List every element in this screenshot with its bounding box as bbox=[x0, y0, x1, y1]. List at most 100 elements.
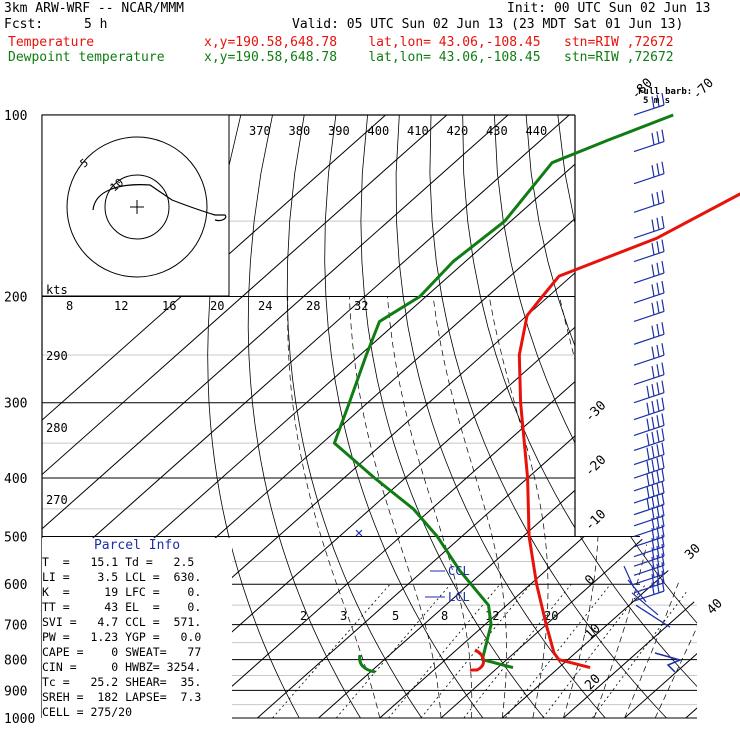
temperature-tick-label: 40 bbox=[704, 596, 726, 618]
location-temperature: x,y=190.58,648.78 lat,lon= 43.06,-108.45… bbox=[204, 35, 674, 50]
wind-barb-flag bbox=[656, 382, 660, 395]
theta-tick-label: 400 bbox=[368, 124, 390, 138]
wind-barb-flag bbox=[651, 284, 655, 297]
pressure-tick-label: 1000 bbox=[4, 712, 35, 727]
wind-barb-flag bbox=[651, 431, 655, 444]
wind-barb-flag bbox=[661, 570, 665, 583]
dewpoint-trace bbox=[332, 113, 674, 670]
barb-legend-unit: 5 m s bbox=[643, 96, 670, 106]
wind-barb-flag bbox=[651, 445, 655, 459]
dry-adiabat-line bbox=[494, 115, 697, 718]
wind-barb-flag bbox=[651, 495, 655, 509]
moist-adiabat-line bbox=[387, 296, 473, 718]
hodograph-ring-inner bbox=[104, 174, 170, 240]
parcel-info-row: TT = 43 EL = 0. bbox=[42, 600, 202, 614]
temperature-tick-label: -20 bbox=[582, 453, 609, 480]
isotherm-line bbox=[257, 115, 697, 718]
hodograph-trace bbox=[92, 184, 227, 222]
wind-barb bbox=[627, 579, 647, 603]
wind-barb-flag bbox=[661, 553, 665, 566]
wind-barb-flag bbox=[661, 129, 665, 142]
isotherm-line bbox=[42, 115, 570, 718]
wind-barb-flag bbox=[656, 444, 660, 457]
lcl-label: LCL bbox=[448, 590, 470, 604]
dry-adiabat-line bbox=[525, 115, 697, 718]
mixing-ratio-line bbox=[591, 583, 693, 718]
wind-barb-flag bbox=[661, 503, 665, 516]
wind-barb-flag bbox=[656, 563, 660, 577]
wind-barb bbox=[635, 604, 671, 628]
mixing-ratio-line bbox=[463, 583, 572, 718]
pressure-tick-label: 500 bbox=[4, 530, 27, 545]
parcel-info-row: LI = 3.5 LCL = 630. bbox=[42, 570, 202, 584]
wind-barb-flag bbox=[661, 190, 665, 203]
wind-barb-flag bbox=[651, 302, 655, 315]
wind-barb-flag bbox=[651, 132, 655, 146]
wind-barb-flag bbox=[661, 534, 665, 547]
wind-barb-flag bbox=[651, 400, 655, 414]
wind-barb-flag bbox=[661, 239, 665, 252]
wind-barb-flag bbox=[651, 193, 655, 206]
isotherm-line bbox=[440, 115, 697, 718]
theta-tick-label: 410 bbox=[407, 124, 429, 138]
isotherm-line bbox=[318, 115, 697, 718]
wind-barb-flag bbox=[656, 482, 660, 495]
wind-barb-flag bbox=[651, 264, 655, 277]
dry-adiabat-line bbox=[620, 115, 697, 718]
wind-barb-flag bbox=[651, 517, 655, 530]
wind-barb-flag bbox=[661, 562, 665, 575]
wind-barb-flag bbox=[661, 413, 665, 426]
wind-barb-flag bbox=[646, 418, 650, 431]
parcel-info-row: CIN = 0 HWBZ= 3254. bbox=[42, 660, 202, 674]
dry-adiabat-line bbox=[207, 115, 300, 718]
wind-barb-flag bbox=[651, 219, 655, 232]
wind-barb-flag bbox=[656, 516, 660, 529]
dry-adiabat-line bbox=[429, 115, 667, 718]
wind-barb-flag bbox=[651, 565, 655, 578]
theta-tick-label: 280 bbox=[46, 421, 68, 435]
wind-barb-flag bbox=[656, 301, 660, 314]
isotherm-line bbox=[685, 115, 697, 718]
pressure-tick-label: 800 bbox=[4, 654, 27, 669]
wind-barb-flag bbox=[656, 262, 660, 275]
wind-barb-flag bbox=[651, 484, 655, 497]
parcel-info-title: Parcel Info bbox=[93, 538, 181, 553]
forecast-hour: 5 h bbox=[84, 17, 108, 32]
pressure-tick-label: 900 bbox=[4, 684, 27, 699]
wind-barb-flag bbox=[656, 470, 660, 483]
wind-barb-flag bbox=[656, 217, 660, 230]
wind-barb-flag bbox=[661, 215, 665, 229]
pressure-tick-label: 400 bbox=[4, 472, 27, 487]
wind-barb-flag bbox=[651, 325, 655, 338]
dry-adiabat-line bbox=[247, 115, 361, 718]
init-time: Init: 00 UTC Sun 02 Jun 13 bbox=[507, 1, 711, 16]
isotherm-line bbox=[42, 115, 509, 718]
wind-barb-flag bbox=[656, 545, 660, 558]
dry-adiabat-line bbox=[395, 115, 606, 718]
moist-adiabat-line bbox=[624, 296, 697, 718]
wind-barb-flag bbox=[656, 430, 660, 443]
hodograph-speed-label: 24 bbox=[258, 299, 272, 313]
wind-barb-flag bbox=[656, 191, 660, 205]
wind-barb-flag bbox=[661, 92, 665, 106]
temperature-tick-label: -30 bbox=[582, 398, 609, 425]
wind-barb-flag bbox=[656, 526, 660, 539]
wind-barb-flag bbox=[661, 280, 665, 294]
mixing-ratio-label: 2 bbox=[300, 609, 307, 623]
theta-tick-label: 370 bbox=[249, 124, 271, 138]
pressure-tick-label: 700 bbox=[4, 619, 27, 634]
dry-adiabat-line bbox=[286, 115, 423, 718]
wind-barb-flag bbox=[661, 380, 665, 393]
legend-temperature: Temperature bbox=[8, 35, 95, 50]
wind-barb-flag bbox=[651, 547, 655, 560]
temperature-trace bbox=[517, 192, 740, 670]
wind-barb-flag bbox=[656, 344, 660, 358]
theta-tick-label: 270 bbox=[46, 493, 68, 507]
mixing-ratio-label: 8 bbox=[441, 609, 448, 623]
pressure-tick-label: 100 bbox=[4, 109, 27, 124]
legend-dewpoint: Dewpoint temperature bbox=[8, 50, 165, 65]
isotherm-line bbox=[42, 115, 448, 718]
barb-legend-title: Full barb: bbox=[638, 87, 692, 97]
parcel-info-row: PW = 1.23 YGP = 0.0 bbox=[42, 630, 202, 644]
wind-barb-flag bbox=[646, 486, 650, 499]
